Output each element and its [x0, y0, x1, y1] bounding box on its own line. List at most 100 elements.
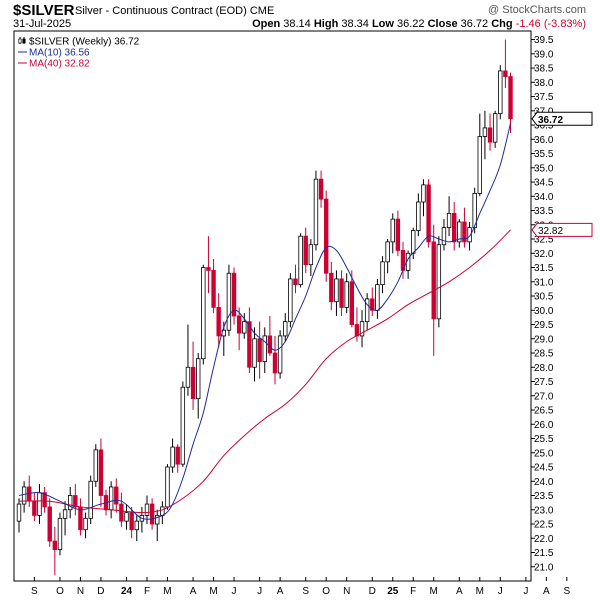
x-tick-label: S	[302, 586, 309, 597]
y-tick-label: 32.0	[534, 249, 554, 260]
candle-body	[446, 212, 452, 229]
candle-body	[508, 76, 513, 120]
candle-body	[252, 338, 257, 368]
y-tick-label: 31.5	[534, 263, 554, 274]
candle-body	[334, 278, 339, 303]
candle-body	[83, 517, 88, 531]
candle-body	[349, 281, 354, 325]
x-tick-label: 24	[121, 586, 133, 597]
candle-body	[339, 278, 344, 308]
moving-averages	[18, 123, 511, 520]
candle-body	[303, 235, 308, 266]
x-tick-label: M	[209, 586, 217, 597]
y-tick-label: 23.5	[534, 491, 554, 502]
candle-body	[498, 70, 503, 115]
x-tick-label: J	[498, 586, 503, 597]
y-tick-label: 24.0	[534, 477, 554, 488]
x-tick-label: D	[97, 586, 104, 597]
candle-body	[247, 321, 252, 368]
candle-body	[344, 281, 349, 308]
price-tags: 36.72 32.82	[531, 111, 593, 237]
candle-body	[467, 227, 472, 243]
y-tick-label: 21.0	[534, 562, 554, 573]
candle-body	[421, 184, 426, 203]
candle-body	[149, 503, 155, 525]
x-tick-label: A	[190, 586, 197, 597]
candle-body	[134, 520, 139, 531]
candle-body	[195, 358, 201, 400]
candle-body	[411, 230, 416, 254]
x-tick-label: N	[343, 586, 350, 597]
watermark[interactable]: @ StockCharts.com	[488, 4, 586, 16]
y-axis: 21.0 21.5 22.0 22.5 23.0 23.5 24.0 24.5 25.0 25.5…	[531, 35, 554, 573]
candle-body	[503, 70, 508, 77]
candle-body	[160, 506, 165, 516]
candle-body	[283, 321, 288, 337]
close-value: 36.72	[460, 18, 489, 30]
candle-body	[364, 298, 370, 323]
candle-body	[380, 261, 385, 286]
legend-entry: MA(40) 32.82	[29, 59, 90, 70]
candle-body	[451, 212, 457, 243]
close-label: Close	[427, 18, 458, 30]
candle-body	[119, 503, 124, 522]
candle-body	[457, 221, 462, 243]
x-tick-label: A	[277, 586, 284, 597]
candle-body	[354, 324, 360, 337]
candle-body	[482, 127, 488, 137]
candle-body	[277, 335, 283, 374]
x-tick-label: A	[456, 586, 463, 597]
candle-body	[108, 486, 114, 511]
x-tick-label: S	[564, 586, 571, 597]
candle-body	[16, 503, 22, 522]
y-tick-label: 24.5	[534, 463, 554, 474]
candle-body	[272, 352, 278, 374]
candle-body	[98, 449, 104, 496]
x-tick-label: F	[144, 586, 150, 597]
x-tick-label: M	[476, 586, 484, 597]
candle-body	[426, 184, 431, 243]
candle-body	[129, 512, 134, 531]
price-tag-box	[531, 222, 593, 237]
x-tick-label: 25	[387, 586, 399, 597]
candle-body	[114, 486, 119, 505]
candle-body	[216, 307, 221, 337]
y-tick-label: 30.5	[534, 292, 554, 303]
x-tick-label: M	[163, 586, 171, 597]
candle-body	[375, 284, 380, 311]
x-tick-label: O	[56, 586, 64, 597]
y-tick-label: 26.0	[534, 420, 554, 431]
candle-body	[190, 366, 196, 400]
low-value: 36.22	[397, 18, 425, 30]
candle-body	[323, 198, 329, 274]
legend-entry: $SILVER (Weekly) 36.72	[29, 37, 140, 48]
candle-body	[390, 218, 395, 243]
ma10-line	[18, 123, 511, 520]
y-tick-label: 34.5	[534, 178, 554, 189]
candle-body	[144, 503, 150, 516]
candle-body	[472, 193, 477, 229]
y-tick-label: 22.5	[534, 520, 554, 531]
candle-body	[298, 235, 303, 286]
candle-body	[231, 272, 237, 317]
candle-body	[262, 335, 267, 362]
x-axis: S O N D 24 F M A M J J A S O N D 25 F M A M J J A S	[31, 577, 571, 597]
candle-body	[267, 335, 273, 354]
y-tick-label: 34.0	[534, 192, 554, 203]
candle-body	[180, 386, 186, 465]
high-value: 38.34	[341, 18, 369, 30]
candle-body	[492, 113, 498, 143]
y-tick-label: 25.0	[534, 448, 554, 459]
y-tick-label: 38.5	[534, 64, 554, 75]
candle-body	[201, 267, 206, 360]
candle-body	[21, 486, 27, 505]
candle-body	[62, 509, 68, 519]
candle-body	[257, 338, 262, 362]
y-tick-label: 29.5	[534, 320, 554, 331]
open-label: Open	[252, 18, 281, 30]
candle-body	[436, 244, 442, 320]
candle-body	[124, 512, 129, 522]
candle-body	[293, 278, 298, 286]
